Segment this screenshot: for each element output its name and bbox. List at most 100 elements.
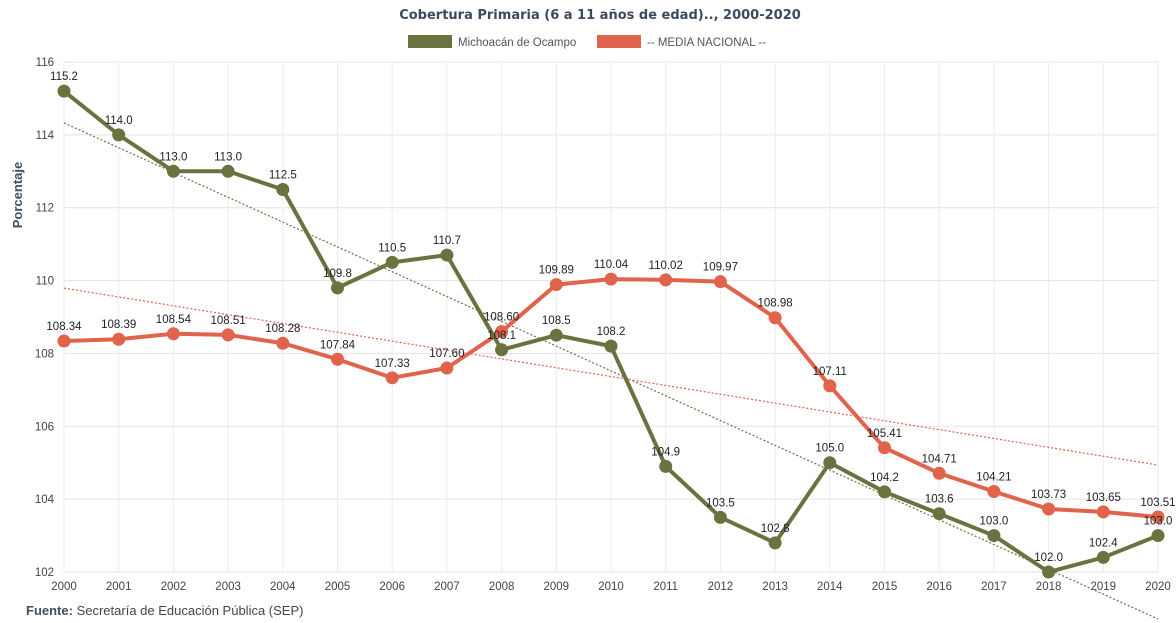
data-label: 113.0 [159,151,187,163]
data-point[interactable] [987,529,1001,543]
y-tick-label: 104 [35,494,55,506]
data-label: 103.6 [925,494,954,506]
y-tick-label: 106 [35,421,54,433]
data-point[interactable] [713,510,727,524]
chart-title: Cobertura Primaria (6 a 11 años de edad)… [399,8,801,23]
data-point[interactable] [1096,550,1110,564]
data-point[interactable] [823,456,837,470]
y-tick-label: 114 [36,130,55,142]
data-label: 102.8 [761,523,790,535]
data-label: 108.5 [542,315,571,327]
x-tick-label: 2006 [379,581,405,593]
data-point[interactable] [713,275,727,289]
data-point[interactable] [385,255,399,269]
data-label: 110.5 [378,242,406,254]
x-tick-label: 2003 [215,581,241,593]
data-point[interactable] [1042,565,1056,579]
data-point[interactable] [276,336,290,350]
x-tick-label: 2015 [872,581,898,593]
data-point[interactable] [331,352,344,366]
data-point[interactable] [604,272,618,286]
data-label: 108.39 [101,319,136,331]
data-point[interactable] [166,327,180,341]
x-tick-label: 2010 [598,581,624,593]
data-point[interactable] [768,536,782,550]
data-label: 108.51 [211,315,246,327]
data-point[interactable] [57,334,71,348]
data-label: 108.34 [46,321,82,333]
data-point[interactable] [495,343,509,357]
x-tick-label: 2007 [434,581,460,593]
legend: Michoacán de Ocampo -- MEDIA NACIONAL -- [408,35,766,49]
data-label: 110.04 [594,259,629,271]
x-tick-label: 2011 [653,581,678,593]
y-tick-label: 110 [36,276,54,288]
data-point[interactable] [549,278,563,292]
data-point[interactable] [878,485,891,499]
data-label: 103.5 [706,497,735,509]
data-label: 104.2 [870,472,899,484]
x-tick-label: 2017 [981,581,1007,593]
data-label: 104.71 [922,453,957,465]
data-point[interactable] [495,325,509,339]
data-point[interactable] [878,441,891,455]
data-label: 112.5 [269,170,297,182]
data-label: 103.0 [980,516,1009,528]
data-point[interactable] [659,459,673,473]
data-point[interactable] [1042,502,1056,516]
x-tick-label: 2000 [51,581,77,593]
x-tick-label: 2005 [325,581,351,593]
data-point[interactable] [1151,529,1165,543]
x-tick-label: 2008 [489,581,515,593]
data-label: 107.33 [375,358,410,370]
data-point[interactable] [57,84,71,98]
data-point[interactable] [987,484,1001,498]
data-labels: 115.2 114.0 113.0 113.0 112.5 109.8 110.5 110.7… [46,71,1175,564]
data-point[interactable] [166,164,180,178]
data-label: 115.2 [50,71,78,83]
data-point[interactable] [768,311,782,325]
data-label: 113.0 [214,151,242,163]
data-point[interactable] [385,371,399,385]
data-point[interactable] [823,379,837,393]
x-axis-ticks: 2000 2001 2002 2003 2004 2005 2006 2007 2008 2009… [51,581,1171,593]
data-label: 108.1 [487,330,516,342]
data-point[interactable] [440,248,454,262]
data-point[interactable] [221,328,235,342]
x-tick-label: 2014 [817,581,843,593]
data-label: 105.0 [815,443,844,455]
data-label: 103.0 [1144,516,1173,528]
data-label: 108.2 [597,326,626,338]
data-point[interactable] [932,466,946,480]
data-point[interactable] [112,332,126,346]
data-point[interactable] [604,339,618,353]
x-tick-label: 2016 [926,581,952,593]
data-point[interactable] [221,164,235,178]
y-tick-label: 116 [36,57,54,69]
x-tick-label: 2019 [1091,581,1117,593]
x-tick-label: 2002 [161,581,187,593]
data-label: 103.65 [1086,492,1121,504]
data-point[interactable] [1151,510,1165,524]
data-point[interactable] [1096,505,1110,519]
data-point[interactable] [276,183,290,196]
data-point[interactable] [659,273,673,287]
data-label: 109.89 [539,265,574,277]
y-tick-label: 108 [35,348,54,360]
data-point[interactable] [932,507,946,521]
x-tick-label: 2013 [762,581,788,593]
y-tick-label: 102 [35,567,54,579]
data-point[interactable] [440,361,454,375]
data-point[interactable] [331,281,344,295]
data-point[interactable] [549,328,563,342]
legend-swatch [408,35,452,48]
data-point[interactable] [112,128,126,142]
data-label: 108.54 [156,314,192,326]
x-tick-label: 2018 [1036,581,1062,593]
data-label: 102.4 [1089,537,1118,549]
grid [63,61,1159,573]
x-tick-label: 2020 [1145,581,1171,593]
legend-label: -- MEDIA NACIONAL -- [647,37,766,49]
data-label: 104.9 [651,446,680,458]
